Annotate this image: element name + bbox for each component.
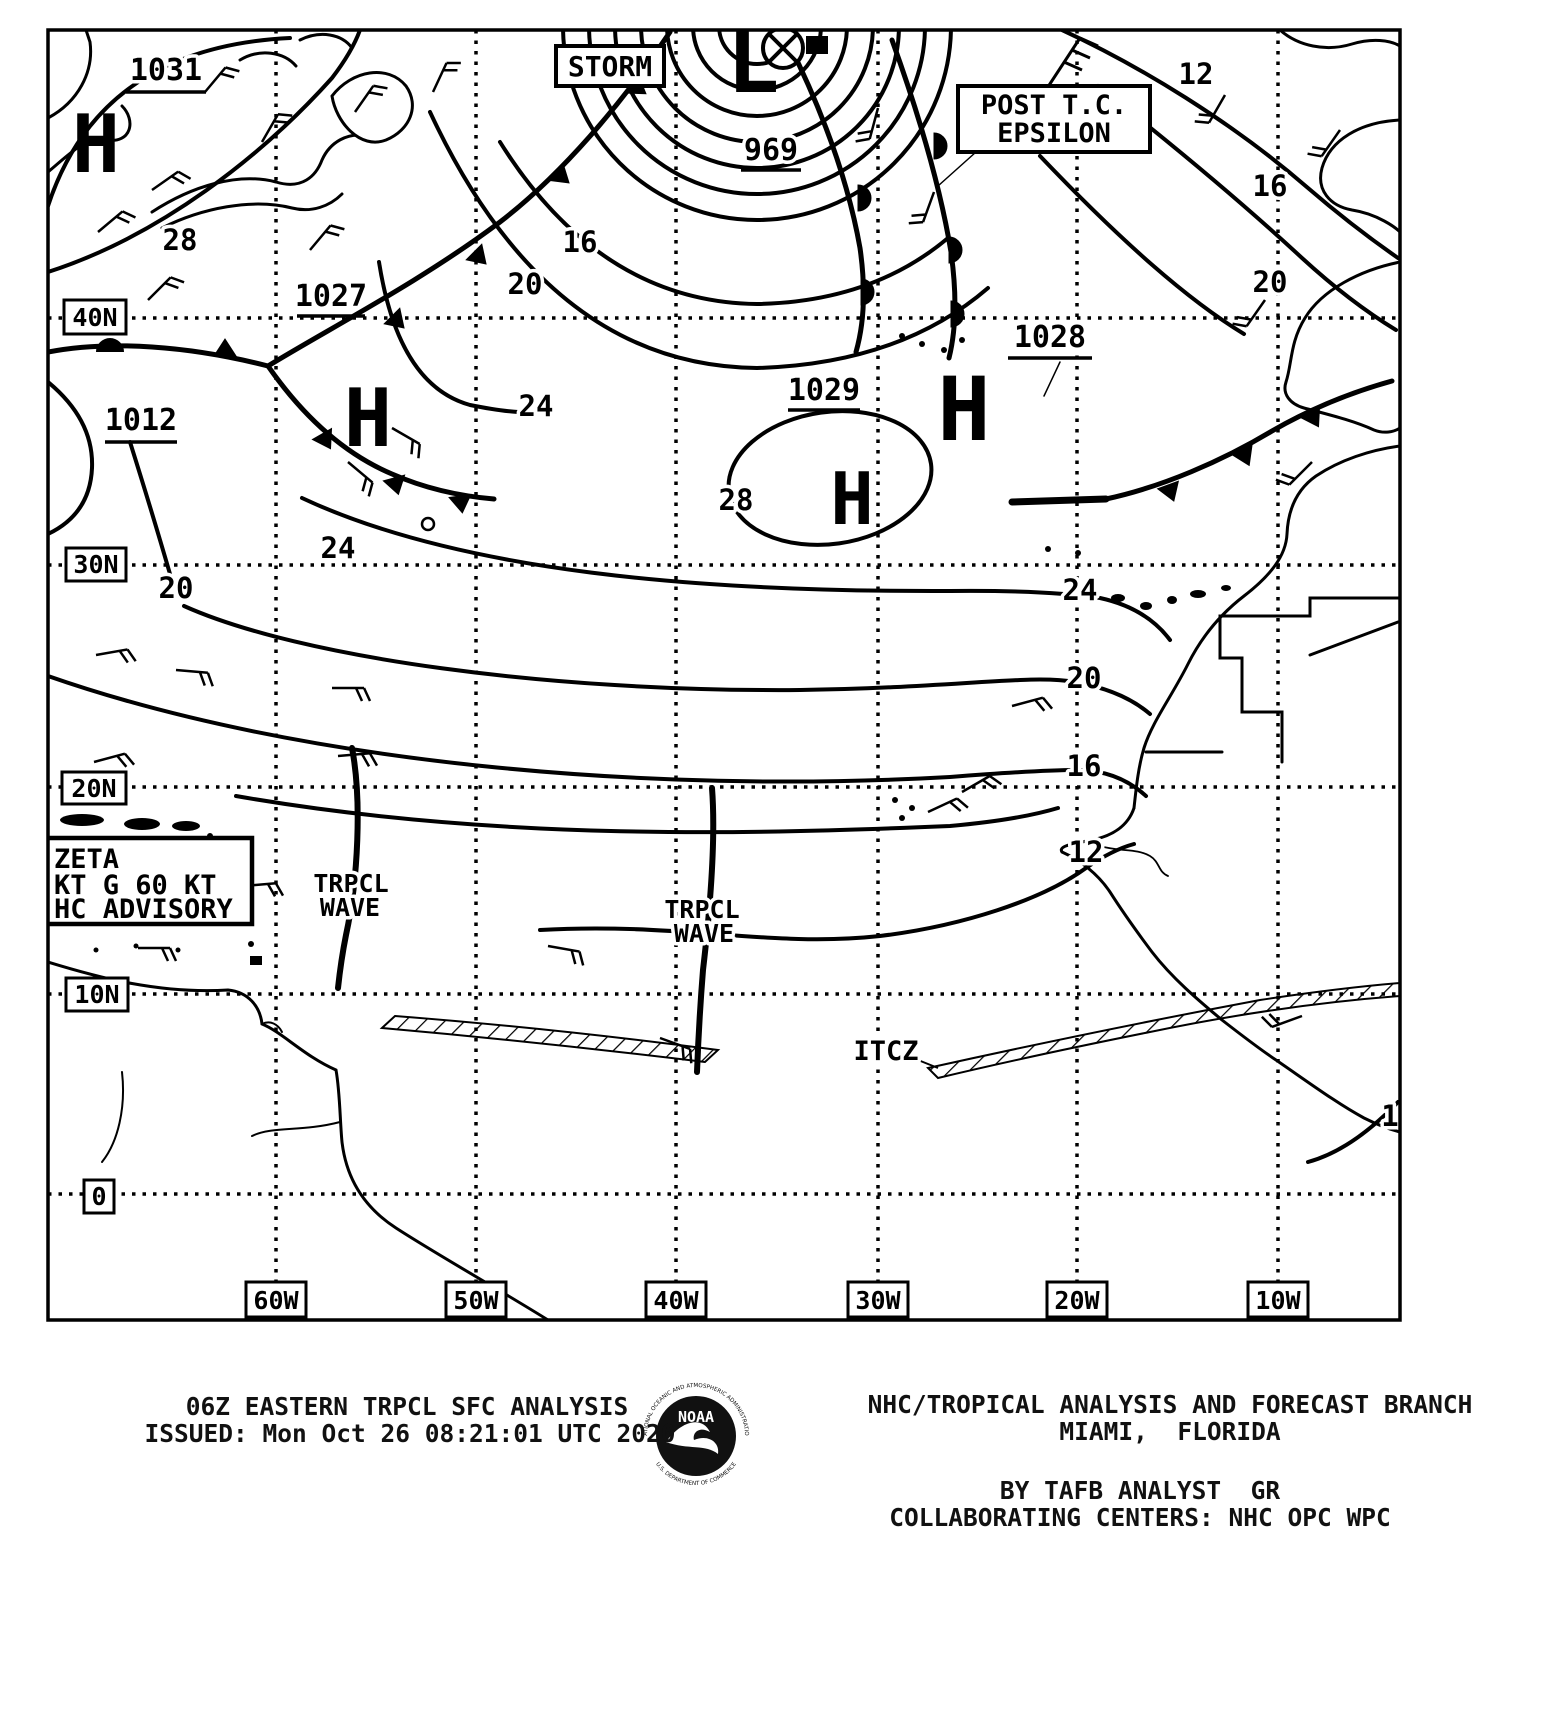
high-pressure-value: 1029 [788,373,860,408]
itcz-label: ITCZ [853,1036,918,1067]
noaa-logo: NOAA NATIONAL OCEANIC AND ATMOSPHERIC AD… [643,1383,749,1487]
lon-label: 10W [1255,1286,1301,1315]
isobar-label: 20 [1253,265,1288,299]
tropical-wave-lines [335,745,717,1075]
footer-collaborating-centers: COLLABORATING CENTERS: NHC OPC WPC [889,1503,1391,1532]
high-pressure-value: 1028 [1014,320,1086,355]
tropical-wave-label: TRPCL [313,869,388,898]
weather-map-canvas: H 1031 H 1027 H 1029 H 1028 1012 L 969 [46,28,1402,1322]
coastlines [48,30,1400,1320]
itcz-band [379,981,1400,1080]
graticule-grid [48,30,1400,1320]
isobar-label: 24 [321,531,356,565]
pressure-value-1012: 1012 [105,403,177,438]
isobar-label: 20 [1067,661,1102,695]
footer-issued-timestamp: ISSUED: Mon Oct 26 08:21:01 UTC 2020 [144,1419,676,1448]
longitude-labels: 60W 50W 40W 30W 20W 10W [244,1280,1310,1319]
lat-label: 0 [91,1182,106,1211]
isobar-label: 20 [159,571,194,605]
map-border [46,28,1402,1322]
isobar-label: 24 [1063,573,1098,607]
isobar-label: 28 [719,483,754,517]
isobars [48,30,1400,1164]
noaa-gull-icon [666,1422,719,1454]
advisory-line2: KT G 60 KT [54,870,217,901]
annotation-boxes: STORM POST T.C. EPSILON ZETA KT G 60 KT … [48,44,1152,927]
latitude-labels: 40N 30N 20N 10N 0 [60,298,130,1215]
isobar-label: 20 [508,267,543,301]
isobar-label: 12 [1069,835,1104,869]
storm-center-icon [761,30,805,70]
tropical-wave-label: TRPCL [664,895,739,924]
lon-label: 60W [253,1286,299,1315]
high-symbol: H [72,98,120,191]
storm-box-label: STORM [568,50,652,83]
isobar-label: 12 [1179,57,1214,91]
high-symbol: H [344,372,392,465]
high-pressure-value: 1027 [295,279,367,314]
isobar-label: 16 [1253,169,1288,203]
lon-label: 20W [1054,1286,1100,1315]
post-tc-line2: EPSILON [997,118,1111,149]
footer-analyst-credit: BY TAFB ANALYST GR [999,1476,1281,1505]
advisory-line3: HC ADVISORY [54,894,234,925]
tropical-wave-label: WAVE [674,919,734,948]
tropical-wave-label: WAVE [320,893,380,922]
lat-label: 20N [71,774,116,803]
advisory-line1: ZETA [54,844,119,875]
lat-label: 40N [72,303,117,332]
isobar-labels: 28 16 20 24 12 16 20 24 20 16 12 24 20 2… [155,54,1400,1137]
low-pressure-value: 969 [744,133,798,168]
feature-labels: TRPCL WAVE TRPCL WAVE ITCZ [310,866,922,1071]
post-tc-line1: POST T.C. [981,90,1127,121]
footer-branch-name: NHC/TROPICAL ANALYSIS AND FORECAST BRANC… [867,1390,1473,1419]
wind-barbs [92,36,1342,1065]
footer-branch-location: MIAMI, FLORIDA [1059,1417,1281,1446]
pressure-centers: H 1031 H 1027 H 1029 H 1028 1012 L 969 [72,30,1092,541]
isobar-label: 1 [1381,1099,1398,1133]
isobar-label: 24 [519,389,554,423]
high-symbol: H [830,457,873,541]
isobar-label: 16 [563,225,598,259]
high-symbol: H [938,358,991,461]
lon-label: 40W [653,1286,699,1315]
lon-label: 30W [855,1286,901,1315]
noaa-logo-text: NOAA [678,1408,714,1426]
lon-label: 50W [453,1286,499,1315]
high-pressure-value: 1031 [130,53,202,88]
isobar-label: 28 [163,223,198,257]
footer-analysis-title: 06Z EASTERN TRPCL SFC ANALYSIS [185,1392,629,1421]
isobar-label: 16 [1067,749,1102,783]
fronts [48,30,1395,532]
lat-label: 30N [73,550,118,579]
lat-label: 10N [74,980,119,1009]
